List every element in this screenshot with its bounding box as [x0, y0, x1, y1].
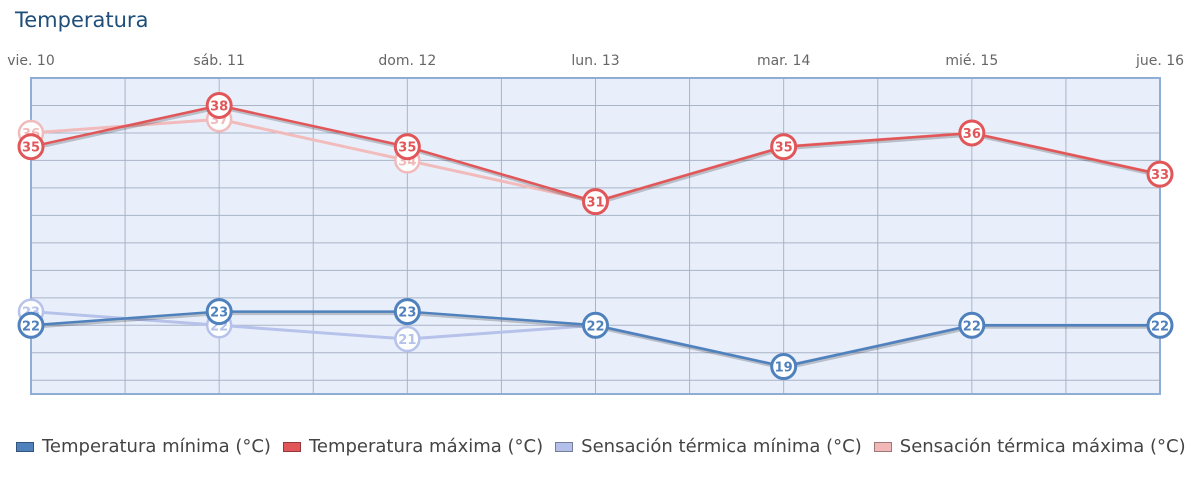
x-tick-label: dom. 12: [378, 53, 436, 69]
data-label: 23: [210, 306, 228, 321]
data-point: [394, 325, 421, 353]
x-tick-label: jue. 16: [1135, 53, 1184, 69]
x-tick-label: mar. 14: [757, 53, 810, 69]
data-point: [582, 311, 609, 339]
data-label: 22: [22, 319, 40, 334]
data-point: [1146, 311, 1174, 339]
data-point: [393, 298, 421, 326]
data-point: [205, 298, 233, 326]
legend-swatch-temp-min: [16, 441, 34, 452]
data-label: 35: [775, 141, 793, 156]
series-group: 22 23 23 22 19 22 22: [17, 298, 1174, 381]
legend-item-temp-min[interactable]: Temperatura mínima (°C): [16, 436, 271, 457]
data-point: [770, 133, 798, 161]
data-label: 36: [963, 127, 981, 142]
legend-swatch-temp-max: [282, 441, 301, 452]
legend-item-feels-min[interactable]: Sensación térmica mínima (°C): [555, 436, 862, 457]
x-tick-label: lun. 13: [571, 53, 619, 69]
data-label: 21: [398, 333, 416, 348]
legend-label-feels-min: Sensación térmica mínima (°C): [581, 436, 862, 457]
x-tick-label: vie. 10: [7, 53, 55, 69]
legend-swatch-feels-max: [873, 441, 892, 452]
legend-label-temp-min: Temperatura mínima (°C): [42, 436, 271, 457]
data-label: 22: [963, 319, 981, 334]
data-label: 19: [775, 361, 793, 376]
data-point: [393, 133, 421, 161]
legend-swatch-feels-min: [555, 441, 574, 452]
data-point: [17, 133, 45, 161]
series-group: 35 38 35 31 35 36 33: [17, 91, 1174, 216]
data-label: 38: [210, 99, 228, 114]
data-label: 22: [586, 319, 604, 334]
data-label: 35: [398, 141, 416, 156]
data-label: 31: [586, 196, 604, 211]
x-tick-label: sáb. 11: [193, 53, 244, 69]
data-point: [205, 91, 233, 119]
chart-title: Temperatura: [15, 8, 149, 32]
data-point: [1146, 160, 1174, 188]
data-point: [582, 188, 609, 216]
data-point: [958, 119, 986, 147]
legend-label-feels-max: Sensación térmica máxima (°C): [899, 436, 1186, 457]
data-point: [770, 353, 798, 381]
data-label: 33: [1151, 168, 1169, 183]
data-label: 22: [1151, 319, 1169, 334]
temperature-chart: vie. 10 sáb. 11 dom. 12 lun. 13 mar. 14 mié. …: [7, 53, 1184, 395]
x-tick-label: mié. 15: [945, 53, 998, 69]
legend-item-feels-max[interactable]: Sensación térmica máxima (°C): [873, 436, 1186, 457]
data-label: 35: [22, 141, 40, 156]
data-point: [17, 311, 45, 339]
legend-item-temp-max[interactable]: Temperatura máxima (°C): [282, 436, 544, 457]
data-point: [958, 311, 986, 339]
data-label: 23: [398, 306, 416, 321]
legend-label-temp-max: Temperatura máxima (°C): [308, 436, 544, 457]
chart-legend: Temperatura mínima (°C) Temperatura máxi…: [16, 436, 1198, 457]
plot-border: [30, 77, 1161, 395]
